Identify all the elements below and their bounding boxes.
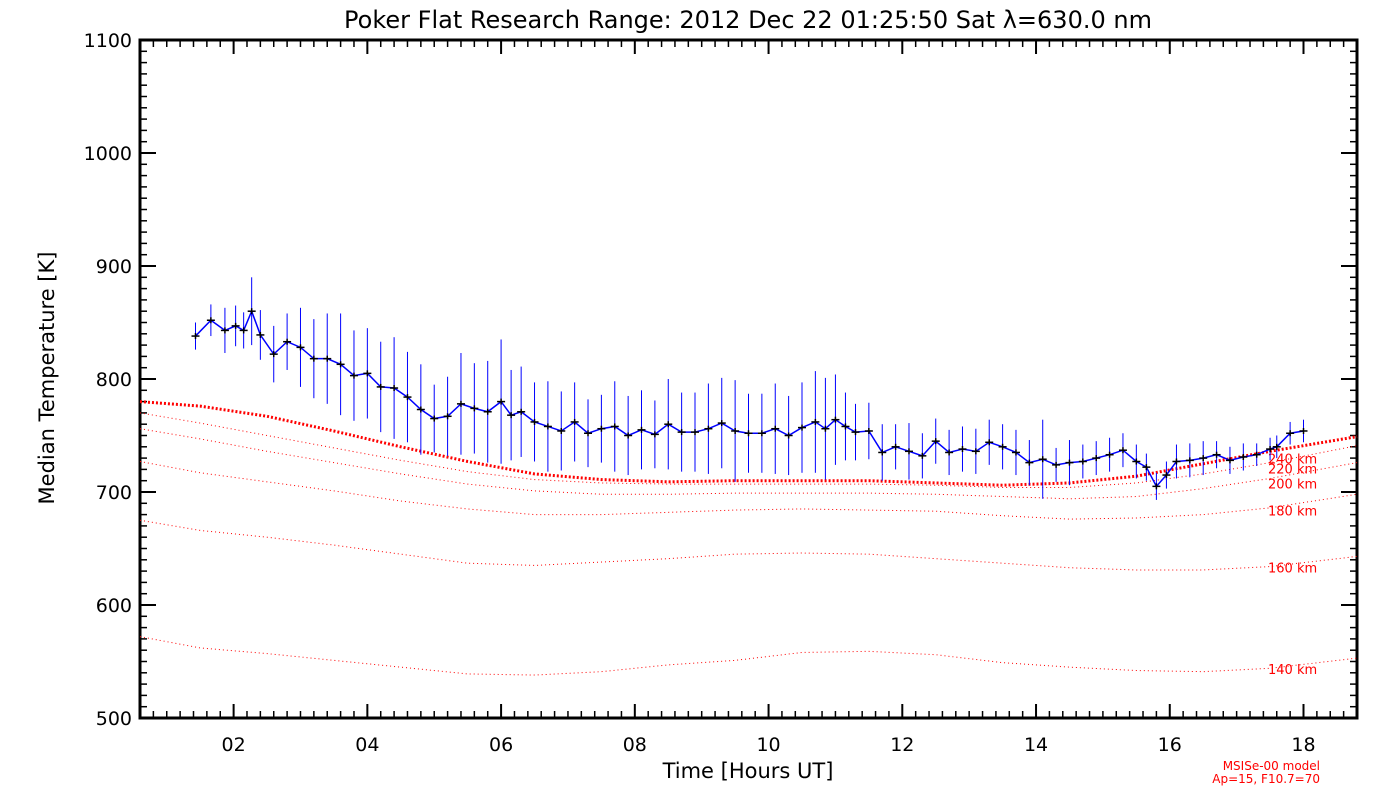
y-tick-label: 1000 — [84, 143, 132, 165]
model-curve-label: 140 km — [1268, 663, 1317, 678]
x-tick-label: 08 — [623, 734, 647, 756]
chart-title: Poker Flat Research Range: 2012 Dec 22 0… — [344, 6, 1152, 34]
y-tick-label: 900 — [96, 256, 132, 278]
model-curve-label: 240 km — [1268, 452, 1317, 467]
model-curve-label: 220 km — [1268, 462, 1317, 477]
model-curve — [139, 519, 1358, 571]
x-tick-label: 12 — [890, 734, 914, 756]
x-axis-label: Time [Hours UT] — [662, 759, 834, 783]
y-tick-label: 800 — [96, 369, 132, 391]
temperature-line — [194, 309, 1304, 488]
x-tick-label: 10 — [756, 734, 780, 756]
x-tick-label: 02 — [222, 734, 246, 756]
y-axis-label: Median Temperature [K] — [35, 252, 59, 505]
model-curve — [139, 428, 1358, 500]
plot-area: 02 04 06 08 10 12 14 16 18 500 600 700 800 900 1000 110… — [84, 30, 1359, 756]
model-curve — [139, 460, 1358, 520]
model-curve-label: 200 km — [1268, 477, 1317, 492]
model-curve-label: 180 km — [1268, 505, 1317, 520]
model-curve-label: 160 km — [1268, 561, 1317, 576]
y-tick-label: 500 — [96, 708, 132, 730]
model-note-line-2: Ap=15, F10.7=70 — [1212, 772, 1320, 786]
model-curve — [139, 636, 1358, 676]
y-tick-label: 700 — [96, 482, 132, 504]
y-tick-label: 600 — [96, 595, 132, 617]
x-tick-label: 14 — [1024, 734, 1048, 756]
x-tick-label: 18 — [1291, 734, 1315, 756]
model-curve — [139, 412, 1358, 488]
y-tick-label: 1100 — [84, 30, 132, 52]
x-tick-label: 16 — [1158, 734, 1182, 756]
x-tick-label: 06 — [489, 734, 513, 756]
model-note-line-1: MSISe-00 model — [1223, 759, 1320, 773]
x-tick-label: 04 — [355, 734, 379, 756]
